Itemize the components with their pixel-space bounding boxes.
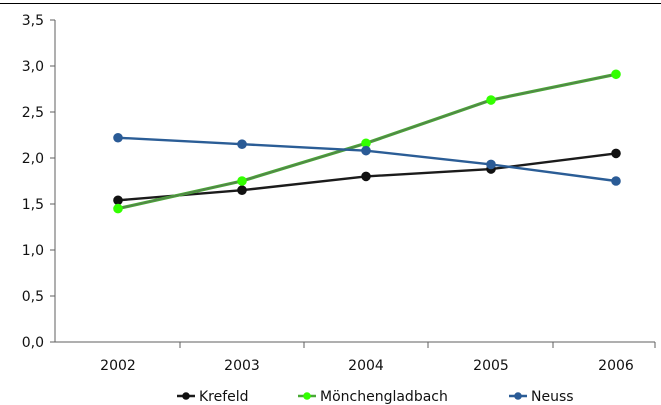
data-point <box>237 139 247 149</box>
y-tick-label: 2,0 <box>22 151 44 167</box>
data-point <box>361 171 371 182</box>
data-point <box>611 69 621 80</box>
data-point <box>237 176 247 186</box>
legend-item-neuss: Neuss <box>509 389 574 405</box>
legend-item-m-nchengladbach: Mönchengladbach <box>298 389 448 405</box>
data-point <box>113 203 123 214</box>
y-tick-label: 1,0 <box>22 243 44 259</box>
data-point <box>611 148 621 159</box>
data-point <box>237 185 247 195</box>
x-tick-label: 2005 <box>473 358 509 374</box>
legend-item-krefeld: Krefeld <box>177 389 249 405</box>
y-tick-label: 3,0 <box>22 59 44 75</box>
x-tick-label: 2006 <box>598 358 634 374</box>
y-tick-label: 3,5 <box>22 13 44 29</box>
legend-label: Neuss <box>531 389 574 405</box>
legend-marker <box>303 392 311 400</box>
y-tick-label: 1,5 <box>22 197 44 213</box>
y-tick-label: 0,0 <box>22 335 44 351</box>
x-tick-label: 2002 <box>100 358 136 374</box>
legend: Krefeld Mönchengladbach Neuss <box>177 389 574 405</box>
y-tick-label: 0,5 <box>22 289 44 305</box>
x-tick-label: 2004 <box>348 358 384 374</box>
legend-marker <box>514 392 522 400</box>
x-tick-label: 2003 <box>224 358 260 374</box>
series-lines <box>113 69 621 214</box>
data-point <box>486 95 496 105</box>
axes: 0,0 0,5 1,0 1,5 2,0 2,5 3,0 3,5 2002 2003 2004 2005… <box>22 13 656 374</box>
y-tick-label: 2,5 <box>22 105 44 121</box>
data-point <box>113 195 123 206</box>
data-point <box>611 176 621 186</box>
legend-marker <box>182 392 190 400</box>
data-point <box>486 159 496 170</box>
legend-label: Krefeld <box>199 389 249 405</box>
data-point <box>361 145 371 156</box>
legend-label: Mönchengladbach <box>320 389 448 405</box>
data-point <box>113 132 123 143</box>
